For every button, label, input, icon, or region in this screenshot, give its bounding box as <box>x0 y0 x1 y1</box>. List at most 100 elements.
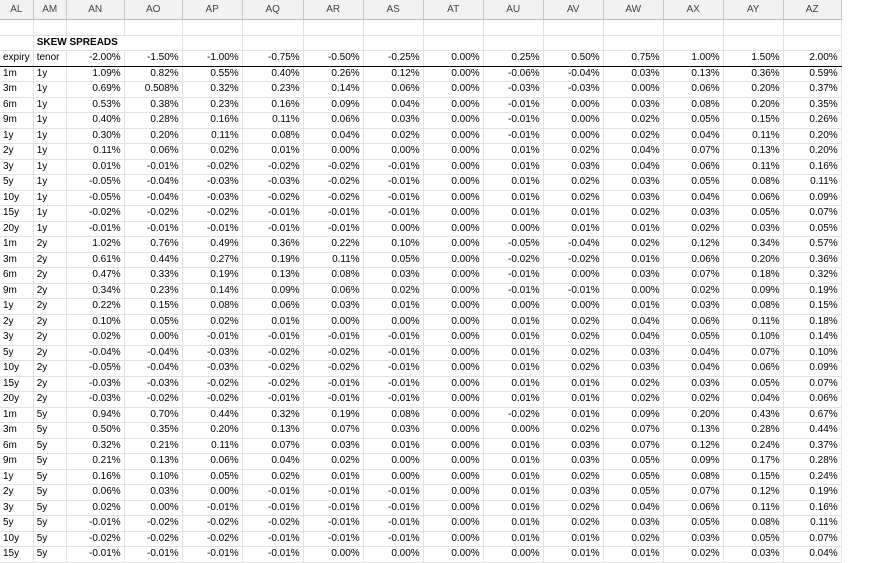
value-cell[interactable]: 0.04% <box>603 143 664 160</box>
value-cell[interactable]: 0.76% <box>124 236 183 253</box>
value-cell[interactable]: 0.03% <box>663 531 724 547</box>
value-cell[interactable]: 0.07% <box>303 422 364 439</box>
value-cell[interactable]: 0.01% <box>66 159 125 175</box>
value-cell[interactable]: 0.32% <box>182 81 243 98</box>
cell[interactable] <box>33 19 67 36</box>
value-cell[interactable]: -0.03% <box>66 376 125 392</box>
value-cell[interactable]: 0.03% <box>663 298 724 315</box>
value-cell[interactable]: 0.11% <box>242 112 304 129</box>
cell[interactable] <box>66 19 125 36</box>
value-cell[interactable]: 0.05% <box>783 221 842 237</box>
value-cell[interactable]: 0.01% <box>543 221 604 237</box>
value-cell[interactable]: 0.11% <box>66 143 125 160</box>
value-cell[interactable]: 0.10% <box>723 329 784 346</box>
value-cell[interactable]: 0.01% <box>543 407 604 423</box>
value-cell[interactable]: 0.06% <box>124 143 183 160</box>
value-cell[interactable]: 0.07% <box>603 422 664 439</box>
value-cell[interactable]: 0.00% <box>543 128 604 144</box>
value-cell[interactable]: 0.07% <box>783 376 842 392</box>
expiry-cell[interactable]: 2y <box>0 484 34 501</box>
value-cell[interactable]: 0.17% <box>723 453 784 470</box>
value-cell[interactable]: -0.01% <box>363 360 424 377</box>
value-cell[interactable]: 0.00% <box>303 546 364 563</box>
value-cell[interactable]: 0.13% <box>242 267 304 284</box>
value-cell[interactable]: 0.00% <box>423 469 484 485</box>
tenor-cell[interactable]: 5y <box>33 500 67 516</box>
header-cell-strike[interactable]: 0.50% <box>543 50 604 67</box>
value-cell[interactable]: 0.20% <box>783 128 842 144</box>
value-cell[interactable]: 0.00% <box>423 531 484 547</box>
tenor-cell[interactable]: 2y <box>33 252 67 268</box>
value-cell[interactable]: 0.26% <box>783 112 842 129</box>
value-cell[interactable]: 0.05% <box>663 515 724 532</box>
value-cell[interactable]: 0.03% <box>603 267 664 284</box>
value-cell[interactable]: 0.06% <box>182 453 243 470</box>
value-cell[interactable]: 0.08% <box>363 407 424 423</box>
value-cell[interactable]: 0.05% <box>603 453 664 470</box>
value-cell[interactable]: -0.02% <box>242 515 304 532</box>
value-cell[interactable]: -0.01% <box>124 221 183 237</box>
value-cell[interactable]: -0.01% <box>363 500 424 516</box>
value-cell[interactable]: 0.00% <box>423 236 484 253</box>
header-cell-strike[interactable]: 1.00% <box>663 50 724 67</box>
value-cell[interactable]: 0.06% <box>66 484 125 501</box>
cell[interactable] <box>483 19 544 36</box>
cell[interactable] <box>783 19 842 36</box>
tenor-cell[interactable]: 1y <box>33 190 67 206</box>
value-cell[interactable]: 0.37% <box>783 438 842 454</box>
value-cell[interactable]: 0.13% <box>124 453 183 470</box>
value-cell[interactable]: 0.05% <box>663 329 724 346</box>
value-cell[interactable]: 0.59% <box>783 66 842 82</box>
value-cell[interactable]: 0.19% <box>783 484 842 501</box>
value-cell[interactable]: -0.03% <box>182 190 243 206</box>
header-cell-strike[interactable]: -2.00% <box>66 50 125 67</box>
value-cell[interactable]: 0.67% <box>783 407 842 423</box>
value-cell[interactable]: 0.35% <box>124 422 183 439</box>
value-cell[interactable]: 0.01% <box>303 469 364 485</box>
value-cell[interactable]: 0.19% <box>783 283 842 299</box>
cell[interactable] <box>182 19 243 36</box>
value-cell[interactable]: 0.12% <box>663 438 724 454</box>
value-cell[interactable]: -0.02% <box>242 190 304 206</box>
value-cell[interactable]: 0.24% <box>783 469 842 485</box>
value-cell[interactable]: 0.02% <box>543 174 604 191</box>
expiry-cell[interactable]: 3m <box>0 81 34 98</box>
value-cell[interactable]: 0.28% <box>124 112 183 129</box>
expiry-cell[interactable]: 6m <box>0 438 34 454</box>
value-cell[interactable]: 0.16% <box>783 159 842 175</box>
value-cell[interactable]: 0.01% <box>543 205 604 222</box>
value-cell[interactable]: 0.08% <box>723 174 784 191</box>
value-cell[interactable]: 0.44% <box>182 407 243 423</box>
expiry-cell[interactable]: 9m <box>0 283 34 299</box>
value-cell[interactable]: 0.03% <box>363 422 424 439</box>
header-cell-strike[interactable]: 2.00% <box>783 50 842 67</box>
column-header[interactable]: AW <box>603 0 664 20</box>
value-cell[interactable]: 0.08% <box>242 128 304 144</box>
value-cell[interactable]: 0.00% <box>363 221 424 237</box>
value-cell[interactable]: 0.02% <box>603 376 664 392</box>
value-cell[interactable]: 0.11% <box>303 252 364 268</box>
cell[interactable] <box>723 35 784 51</box>
value-cell[interactable]: -0.02% <box>182 376 243 392</box>
cell[interactable] <box>0 35 34 51</box>
value-cell[interactable]: 0.08% <box>303 267 364 284</box>
value-cell[interactable]: -0.01% <box>363 190 424 206</box>
value-cell[interactable]: 0.38% <box>124 97 183 113</box>
value-cell[interactable]: 0.03% <box>723 546 784 563</box>
value-cell[interactable]: 0.00% <box>423 515 484 532</box>
value-cell[interactable]: 0.01% <box>483 438 544 454</box>
value-cell[interactable]: 0.01% <box>483 190 544 206</box>
value-cell[interactable]: 0.35% <box>783 97 842 113</box>
value-cell[interactable]: -0.01% <box>363 345 424 361</box>
value-cell[interactable]: -0.02% <box>124 531 183 547</box>
value-cell[interactable]: 0.02% <box>603 128 664 144</box>
value-cell[interactable]: 0.00% <box>363 314 424 330</box>
value-cell[interactable]: -0.04% <box>66 345 125 361</box>
value-cell[interactable]: -0.06% <box>483 66 544 82</box>
value-cell[interactable]: 0.04% <box>242 453 304 470</box>
value-cell[interactable]: 0.20% <box>182 422 243 439</box>
value-cell[interactable]: -0.02% <box>182 391 243 408</box>
value-cell[interactable]: 0.13% <box>663 422 724 439</box>
value-cell[interactable]: 0.10% <box>783 345 842 361</box>
value-cell[interactable]: 0.07% <box>603 438 664 454</box>
